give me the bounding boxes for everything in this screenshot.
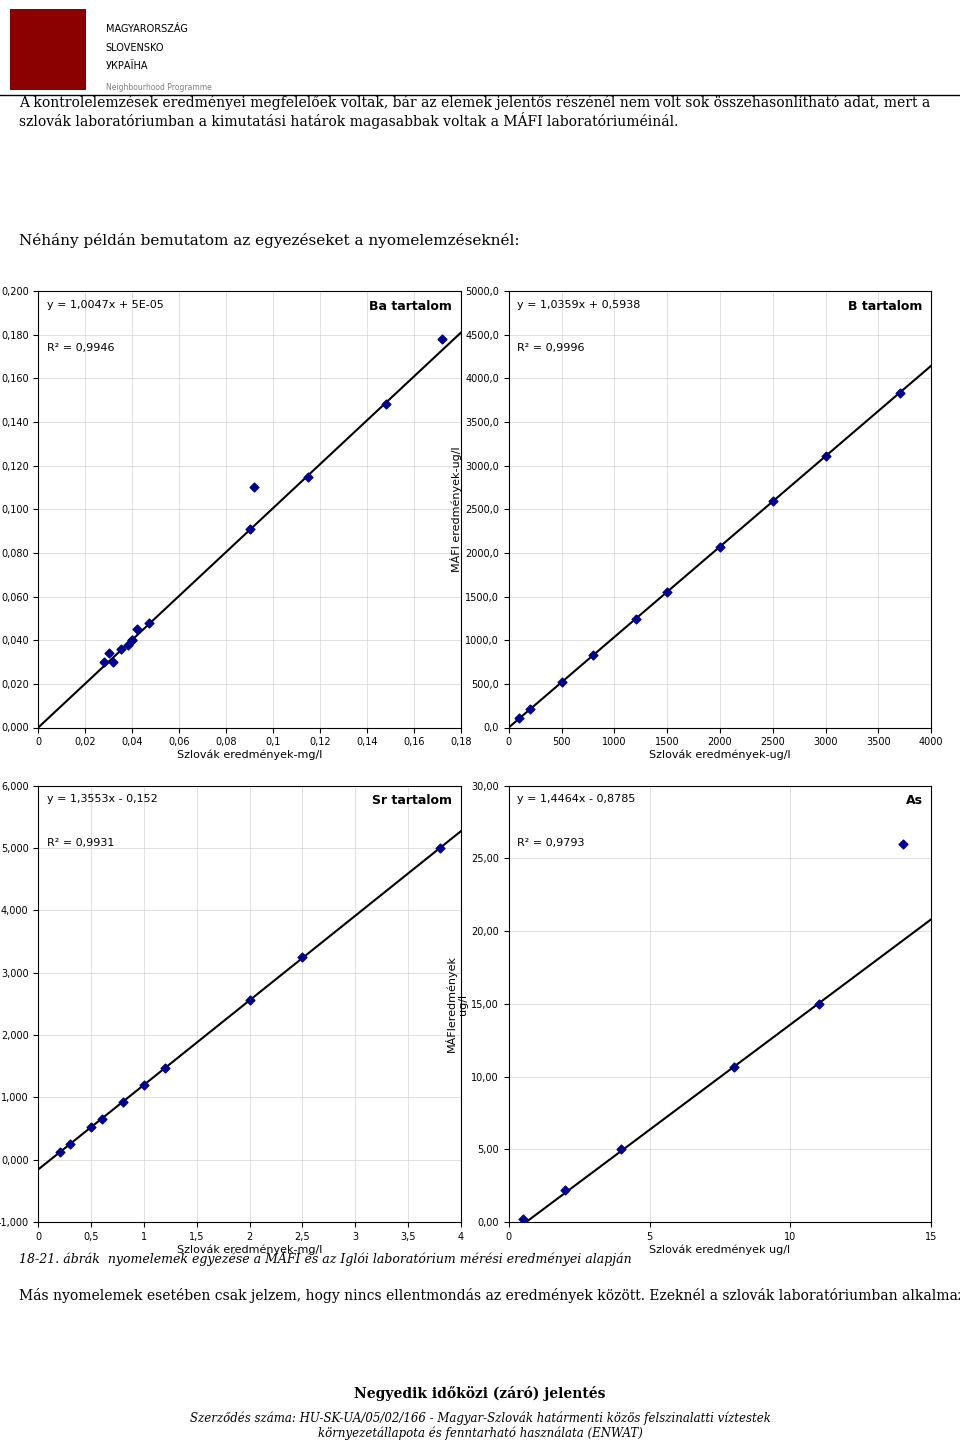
Point — [765, 490, 780, 514]
Point — [113, 637, 129, 661]
Text: y = 1,0359x + 0,5938: y = 1,0359x + 0,5938 — [517, 300, 640, 310]
Point — [96, 650, 111, 674]
X-axis label: Szlovák eredmények-ug/l: Szlovák eredmények-ug/l — [649, 749, 791, 761]
Text: Neighbourhood Programme: Neighbourhood Programme — [106, 83, 211, 92]
Text: R² = 0,9946: R² = 0,9946 — [47, 343, 114, 354]
Text: Ba tartalom: Ba tartalom — [370, 300, 452, 313]
Text: As: As — [905, 794, 923, 808]
Point — [818, 445, 833, 469]
Point — [811, 992, 827, 1016]
Text: УКРАЇНА: УКРАЇНА — [106, 61, 148, 71]
Point — [247, 476, 262, 499]
Text: MAGYARORSZÁG: MAGYARORSZÁG — [106, 23, 187, 33]
Point — [125, 629, 140, 652]
Point — [295, 946, 310, 969]
Y-axis label: MÁFIeredmények
ug/l: MÁFIeredmények ug/l — [444, 956, 468, 1052]
Bar — [10, 9, 86, 90]
Point — [94, 1107, 109, 1131]
Point — [516, 1208, 531, 1231]
Point — [242, 517, 257, 540]
Y-axis label: MÁFI eredmények-ug/l: MÁFI eredmények-ug/l — [450, 447, 463, 572]
Text: y = 1,4464x - 0,8785: y = 1,4464x - 0,8785 — [517, 794, 636, 805]
X-axis label: Szlovák eredmények-mg/l: Szlovák eredmények-mg/l — [177, 749, 323, 761]
Point — [141, 611, 156, 634]
Text: Más nyomelemek esetében csak jelzem, hogy nincs ellentmondás az eredmények közöt: Más nyomelemek esetében csak jelzem, hog… — [19, 1288, 960, 1302]
Point — [157, 1056, 173, 1080]
Text: y = 1,0047x + 5E-05: y = 1,0047x + 5E-05 — [47, 300, 163, 310]
Point — [727, 1055, 742, 1078]
Text: Sr tartalom: Sr tartalom — [372, 794, 452, 808]
Text: A kontrolelemzések eredményei megfelelőek voltak, bár az elemek jelentős részéné: A kontrolelemzések eredményei megfelelőe… — [19, 95, 930, 129]
Point — [613, 1138, 629, 1161]
Point — [554, 671, 569, 694]
Point — [106, 650, 121, 674]
Point — [378, 393, 394, 416]
Text: Néhány példán bemutatom az egyezéseket a nyomelemzéseknél:: Néhány példán bemutatom az egyezéseket a… — [19, 233, 519, 247]
X-axis label: Szlovák eredmények-mg/l: Szlovák eredmények-mg/l — [177, 1244, 323, 1256]
Point — [52, 1141, 67, 1164]
Point — [125, 629, 140, 652]
Text: R² = 0,9931: R² = 0,9931 — [47, 838, 114, 848]
Point — [512, 707, 527, 730]
Point — [892, 381, 907, 404]
Text: y = 1,3553x - 0,152: y = 1,3553x - 0,152 — [47, 794, 157, 805]
Text: Negyedik időközi (záró) jelentés: Negyedik időközi (záró) jelentés — [354, 1385, 606, 1401]
Point — [120, 633, 135, 656]
Point — [101, 642, 116, 665]
Text: 18-21. ábrák  nyomelemek egyezése a MÁFI és az Iglói laboratórium mérési eredmén: 18-21. ábrák nyomelemek egyezése a MÁFI … — [19, 1251, 632, 1266]
Point — [432, 837, 447, 860]
Point — [628, 607, 643, 630]
Point — [130, 617, 145, 640]
Point — [136, 1074, 152, 1097]
Point — [896, 832, 911, 856]
Text: R² = 0,9793: R² = 0,9793 — [517, 838, 585, 848]
X-axis label: Szlovák eredmények ug/l: Szlovák eredmények ug/l — [649, 1244, 791, 1256]
Text: B tartalom: B tartalom — [849, 300, 923, 313]
Point — [62, 1132, 78, 1155]
Point — [434, 327, 449, 351]
Text: SLOVENSKO: SLOVENSKO — [106, 42, 164, 52]
Point — [242, 988, 257, 1011]
Point — [300, 466, 316, 489]
Point — [712, 535, 728, 559]
Text: R² = 0,9996: R² = 0,9996 — [517, 343, 585, 354]
Point — [660, 581, 675, 604]
Point — [115, 1090, 131, 1113]
Text: Szerződés száma: HU-SK-UA/05/02/166 - Magyar-Szlovák határmenti közös felszinala: Szerződés száma: HU-SK-UA/05/02/166 - Ma… — [189, 1411, 771, 1440]
Point — [84, 1116, 99, 1139]
Point — [522, 698, 538, 722]
Point — [586, 643, 601, 666]
Point — [558, 1179, 573, 1202]
